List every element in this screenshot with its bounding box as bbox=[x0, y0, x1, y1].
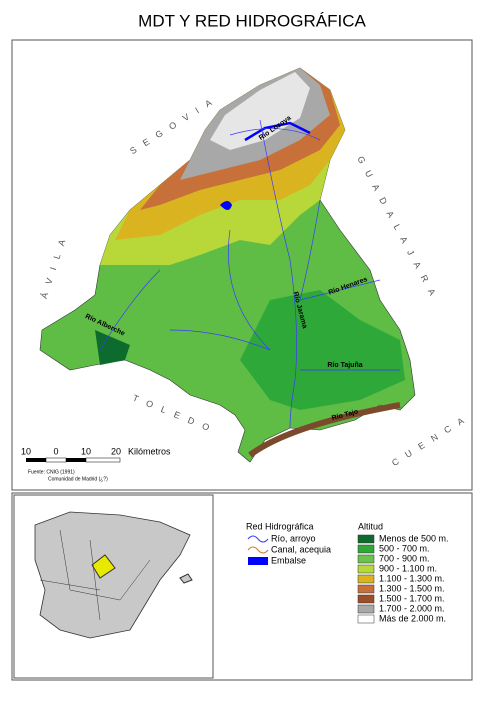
altitude-legend-item: 1.100 - 1.300 m. bbox=[379, 573, 445, 583]
altitude-swatch bbox=[357, 554, 375, 564]
altitude-legend-item: 1.500 - 1.700 m. bbox=[379, 593, 445, 603]
altitude-swatch bbox=[357, 584, 375, 594]
altitude-swatch bbox=[357, 594, 375, 604]
altitude-legend-item: 1.700 - 2.000 m. bbox=[379, 603, 445, 613]
altitude-legend-item: Más de 2.000 m. bbox=[379, 613, 446, 623]
hydro-legend-item: Embalse bbox=[271, 555, 306, 565]
spain-inset bbox=[34, 511, 193, 639]
altitude-swatch bbox=[357, 574, 375, 584]
altitude-legend-item: 500 - 700 m. bbox=[379, 543, 430, 553]
river-label: Río Tajuña bbox=[327, 362, 362, 369]
altitude-legend-title: Altitud bbox=[358, 521, 383, 531]
title: MDT Y RED HIDROGRÁFICA bbox=[138, 11, 366, 30]
map-frame bbox=[11, 39, 473, 491]
scale-unit: Kilómetros bbox=[128, 446, 171, 456]
altitude-swatch bbox=[357, 604, 375, 614]
scale-label: 10 bbox=[21, 446, 31, 456]
altitude-legend-item: 700 - 900 m. bbox=[379, 553, 430, 563]
reservoir-symbol bbox=[248, 557, 268, 565]
province-label: CUENCA bbox=[390, 411, 473, 468]
altitude-swatch bbox=[357, 534, 375, 544]
inset-frame bbox=[13, 494, 214, 679]
river-symbol bbox=[247, 535, 269, 543]
hydro-legend-title: Red Hidrográfica bbox=[246, 521, 314, 531]
altitude-swatch bbox=[357, 564, 375, 574]
bottom-frame bbox=[11, 492, 473, 681]
source: Comunidad de Madrid (¿?) bbox=[48, 476, 108, 482]
scale-label: 20 bbox=[111, 446, 121, 456]
hydro-legend-item: Canal, acequia bbox=[271, 544, 331, 554]
altitude-swatch bbox=[357, 544, 375, 554]
altitude-legend-item: 900 - 1.100 m. bbox=[379, 563, 437, 573]
scale-label: 10 bbox=[81, 446, 91, 456]
scale-bar bbox=[26, 457, 121, 463]
source: Fuente: CNIG (1991) bbox=[28, 469, 75, 475]
canal-symbol bbox=[247, 546, 269, 554]
province-label: ÁVILA bbox=[39, 230, 70, 300]
altitude-legend-item: Menos de 500 m. bbox=[379, 533, 449, 543]
altitude-legend-item: 1.300 - 1.500 m. bbox=[379, 583, 445, 593]
madrid-map bbox=[39, 67, 416, 463]
altitude-swatch bbox=[357, 614, 375, 624]
hydro-legend-item: Río, arroyo bbox=[271, 533, 316, 543]
scale-label: 0 bbox=[53, 446, 58, 456]
